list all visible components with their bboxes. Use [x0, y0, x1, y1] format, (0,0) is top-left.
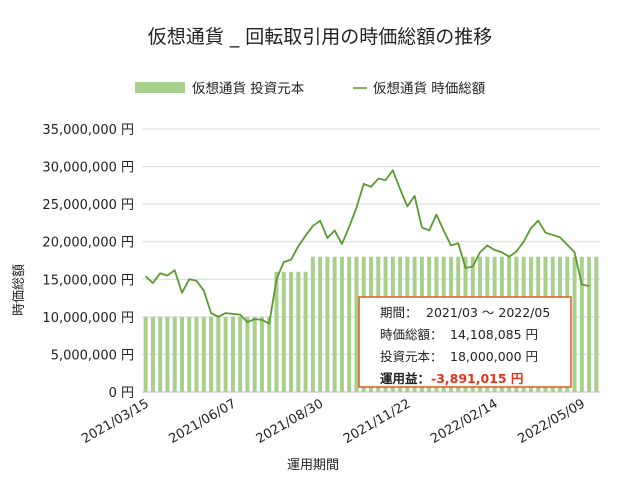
- info-profit-label: 運用益：: [380, 371, 430, 386]
- bar: [274, 271, 279, 392]
- bar: [267, 316, 272, 392]
- info-principal-label: 投資元本：: [380, 349, 443, 364]
- bar: [172, 316, 177, 392]
- line-series: [145, 169, 590, 325]
- y-tick-label: 0 円: [109, 386, 134, 401]
- x-tick-label: 2021/08/30: [254, 396, 326, 446]
- info-principal-value: 18,000,000 円: [450, 349, 538, 364]
- info-box-frame: [358, 296, 572, 388]
- bar: [216, 316, 221, 392]
- legend: 仮想通貨 投資元本 仮想通貨 時価総額: [135, 80, 485, 97]
- x-tick-label: 2021/06/07: [166, 396, 238, 446]
- bar: [332, 256, 337, 392]
- bar: [303, 271, 308, 392]
- bar: [347, 256, 352, 392]
- bar: [587, 256, 592, 392]
- bar: [209, 316, 214, 392]
- bar: [158, 316, 163, 392]
- y-axis-title: 時価総額: [12, 264, 27, 316]
- bar: [296, 271, 301, 392]
- bar: [187, 316, 192, 392]
- bar: [318, 256, 323, 392]
- y-tick-label: 35,000,000 円: [42, 123, 134, 138]
- legend-label-line: 仮想通貨 時価総額: [373, 80, 485, 97]
- bar: [259, 316, 264, 392]
- bar: [310, 256, 315, 392]
- bar: [579, 256, 584, 392]
- bar: [201, 316, 206, 392]
- y-tick-label: 25,000,000 円: [42, 198, 134, 213]
- bar: [354, 256, 359, 392]
- bar: [252, 316, 257, 392]
- info-market-label: 時価総額：: [380, 327, 443, 342]
- bar: [194, 316, 199, 392]
- bar: [150, 316, 155, 392]
- bar: [245, 316, 250, 392]
- bar: [165, 316, 170, 392]
- info-period-label: 期間：: [380, 305, 418, 320]
- legend-label-bar: 仮想通貨 投資元本: [192, 80, 305, 97]
- bar: [325, 256, 330, 392]
- bar: [223, 316, 228, 392]
- x-tick-label: 2022/05/09: [515, 396, 587, 446]
- x-tick-label: 2021/11/22: [341, 396, 413, 446]
- x-axis-title: 運用期間: [287, 458, 339, 473]
- info-profit-value: -3,891,015 円: [431, 371, 523, 386]
- bar: [289, 271, 294, 392]
- info-period-value: 2021/03 ～ 2022/05: [426, 305, 550, 320]
- info-box: 期間： 2021/03 ～ 2022/05 時価総額： 14,108,085 円…: [358, 296, 572, 388]
- info-market-value: 14,108,085 円: [450, 327, 538, 342]
- bar: [339, 256, 344, 392]
- chart-title: 仮想通貨 _ 回転取引用の時価総額の推移: [148, 26, 493, 48]
- bar: [179, 316, 184, 392]
- bar: [281, 271, 286, 392]
- bar: [143, 316, 148, 392]
- y-tick-label: 5,000,000 円: [51, 348, 134, 363]
- bar: [230, 316, 235, 392]
- y-tick-label: 10,000,000 円: [42, 311, 134, 326]
- y-tick-label: 15,000,000 円: [42, 273, 134, 288]
- bar: [572, 256, 577, 392]
- y-tick-label: 30,000,000 円: [42, 161, 134, 176]
- bar: [594, 256, 599, 392]
- legend-swatch-bar: [135, 82, 185, 93]
- bar: [238, 316, 243, 392]
- y-axis: 0 円 5,000,000 円 10,000,000 円 15,000,000 円 20…: [42, 123, 134, 401]
- y-tick-label: 20,000,000 円: [42, 236, 134, 251]
- x-axis: 2021/03/15 2021/06/07 2021/08/30 2021/11/22…: [79, 391, 600, 447]
- x-tick-label: 2022/02/14: [428, 396, 500, 446]
- x-tick-label: 2021/03/15: [79, 396, 151, 446]
